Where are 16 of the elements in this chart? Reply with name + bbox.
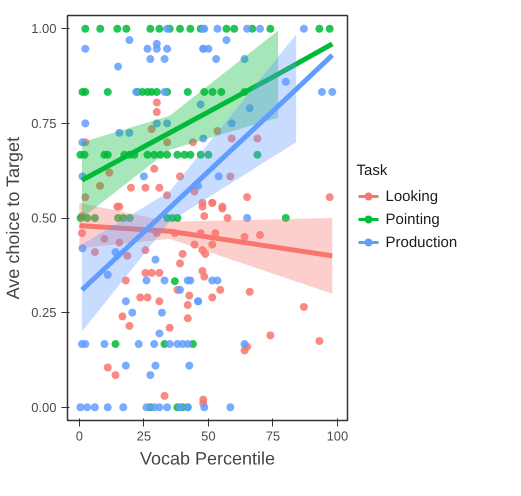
legend-label: Pointing xyxy=(386,211,440,228)
y-tick-label: 0.25 xyxy=(31,305,57,320)
x-tick-label: 100 xyxy=(326,428,348,444)
y-tick-label: 0.00 xyxy=(31,400,57,415)
y-tick-label: 1.00 xyxy=(31,21,57,36)
x-tick-label: 75 xyxy=(266,428,280,444)
x-tick-label: 50 xyxy=(201,428,216,444)
x-tick-label: 25 xyxy=(136,428,152,444)
y-axis-title: Ave choice to Target xyxy=(3,136,24,300)
legend-title: Task xyxy=(356,162,388,179)
y-tick-label: 0.50 xyxy=(31,210,57,226)
legend-label: Production xyxy=(386,234,458,251)
y-tick-label: 0.75 xyxy=(31,116,57,131)
legend-label: Looking xyxy=(386,188,438,205)
x-tick-label: 0 xyxy=(76,428,83,444)
x-axis-title: Vocab Percentile xyxy=(140,448,276,468)
